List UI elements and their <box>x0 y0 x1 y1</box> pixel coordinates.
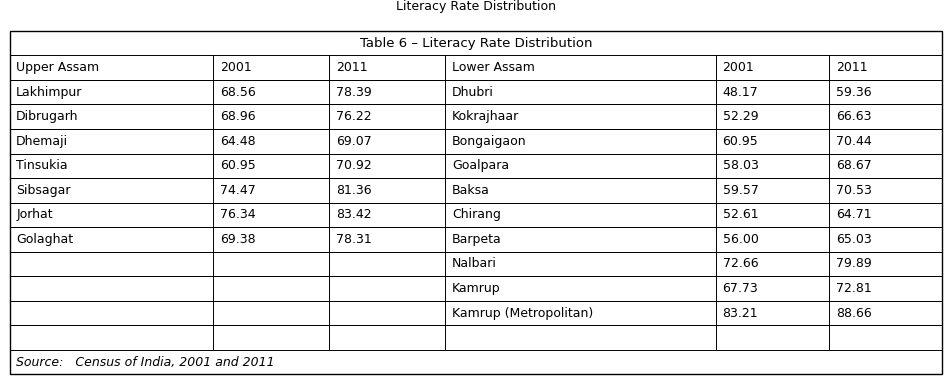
Text: 2011: 2011 <box>836 61 867 74</box>
Text: Dhemaji: Dhemaji <box>16 135 69 148</box>
Text: Goalpara: Goalpara <box>452 159 509 172</box>
Text: 76.22: 76.22 <box>336 110 371 123</box>
Text: 68.56: 68.56 <box>220 86 256 99</box>
Text: Source:   Census of India, 2001 and 2011: Source: Census of India, 2001 and 2011 <box>16 356 275 369</box>
Text: Table 6 – Literacy Rate Distribution: Table 6 – Literacy Rate Distribution <box>360 37 592 50</box>
Text: 83.42: 83.42 <box>336 208 371 222</box>
Text: 72.66: 72.66 <box>723 257 758 270</box>
Text: 60.95: 60.95 <box>220 159 256 172</box>
Text: 70.44: 70.44 <box>836 135 872 148</box>
Text: 67.73: 67.73 <box>723 282 758 295</box>
Text: 2011: 2011 <box>336 61 367 74</box>
Text: Jorhat: Jorhat <box>16 208 52 222</box>
Text: 83.21: 83.21 <box>723 307 758 319</box>
Text: 88.66: 88.66 <box>836 307 872 319</box>
Text: 64.71: 64.71 <box>836 208 871 222</box>
Text: 69.38: 69.38 <box>220 233 256 246</box>
Text: Dhubri: Dhubri <box>452 86 494 99</box>
Text: 56.00: 56.00 <box>723 233 759 246</box>
Text: 2001: 2001 <box>723 61 754 74</box>
Text: 69.07: 69.07 <box>336 135 371 148</box>
Text: 78.31: 78.31 <box>336 233 371 246</box>
Text: Upper Assam: Upper Assam <box>16 61 99 74</box>
Text: Literacy Rate Distribution: Literacy Rate Distribution <box>396 0 556 12</box>
Text: Lakhimpur: Lakhimpur <box>16 86 83 99</box>
Text: 79.89: 79.89 <box>836 257 872 270</box>
Text: 76.34: 76.34 <box>220 208 256 222</box>
Text: Chirang: Chirang <box>452 208 501 222</box>
Text: 59.57: 59.57 <box>723 184 759 197</box>
Text: Tinsukia: Tinsukia <box>16 159 68 172</box>
Text: 48.17: 48.17 <box>723 86 758 99</box>
Text: Kamrup (Metropolitan): Kamrup (Metropolitan) <box>452 307 593 319</box>
Text: 66.63: 66.63 <box>836 110 871 123</box>
Text: Sibsagar: Sibsagar <box>16 184 70 197</box>
Text: 78.39: 78.39 <box>336 86 371 99</box>
Text: 52.61: 52.61 <box>723 208 758 222</box>
Text: 2001: 2001 <box>220 61 252 74</box>
Text: 60.95: 60.95 <box>723 135 758 148</box>
Text: Lower Assam: Lower Assam <box>452 61 535 74</box>
Text: Kokrajhaar: Kokrajhaar <box>452 110 519 123</box>
Text: 68.67: 68.67 <box>836 159 872 172</box>
Text: 81.36: 81.36 <box>336 184 371 197</box>
Text: 70.92: 70.92 <box>336 159 371 172</box>
Text: Barpeta: Barpeta <box>452 233 502 246</box>
Text: 64.48: 64.48 <box>220 135 256 148</box>
Text: 59.36: 59.36 <box>836 86 871 99</box>
Text: 74.47: 74.47 <box>220 184 256 197</box>
Text: 52.29: 52.29 <box>723 110 758 123</box>
Text: Kamrup: Kamrup <box>452 282 501 295</box>
Text: 68.96: 68.96 <box>220 110 256 123</box>
Text: Golaghat: Golaghat <box>16 233 73 246</box>
Text: 72.81: 72.81 <box>836 282 872 295</box>
Text: 58.03: 58.03 <box>723 159 759 172</box>
Text: 65.03: 65.03 <box>836 233 872 246</box>
Text: Bongaigaon: Bongaigaon <box>452 135 526 148</box>
Text: Dibrugarh: Dibrugarh <box>16 110 79 123</box>
Text: Baksa: Baksa <box>452 184 489 197</box>
Text: Nalbari: Nalbari <box>452 257 497 270</box>
Text: 70.53: 70.53 <box>836 184 872 197</box>
